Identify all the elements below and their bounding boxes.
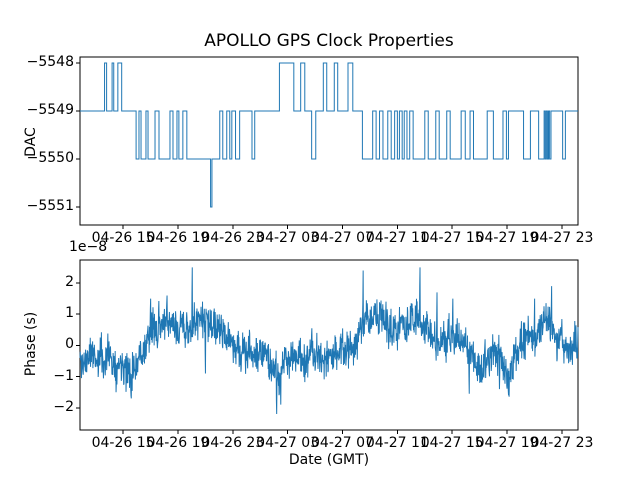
dac-y-tick-label: −5548 — [26, 54, 74, 70]
phase-y-tick-label: 2 — [65, 273, 74, 290]
phase-x-tick-label: 04-27 15 — [420, 435, 484, 451]
dac-x-tick-label: 04-26 23 — [201, 230, 265, 246]
dac-x-tick-label: 04-27 23 — [530, 230, 594, 246]
plot-frame-dac — [79, 56, 579, 226]
dac-x-tick-label: 04-26 19 — [146, 230, 210, 246]
phase-x-tick-label: 04-26 19 — [146, 435, 210, 451]
dac-x-tick-label: 04-27 19 — [475, 230, 539, 246]
dac-y-tick-label: −5550 — [26, 150, 74, 166]
x-axis-label: Date (GMT) — [288, 452, 370, 468]
dac-y-tick-label: −5551 — [26, 198, 74, 214]
chart-title: APOLLO GPS Clock Properties — [204, 31, 454, 51]
phase-line — [79, 267, 579, 415]
phase-x-tick-label: 04-27 07 — [311, 435, 374, 451]
phase-offset-text: 1e−8 — [69, 239, 108, 255]
dac-x-tick-label: 04-27 07 — [311, 230, 374, 246]
phase-x-tick-label: 04-27 19 — [475, 435, 539, 451]
dac-x-tick-label: 04-27 11 — [365, 230, 429, 246]
phase-x-tick-label: 04-26 23 — [201, 435, 265, 451]
dac-y-tick-label: −5549 — [26, 102, 74, 118]
phase-y-tick-label: 0 — [65, 336, 74, 353]
phase-x-tick-label: 04-27 11 — [365, 435, 429, 451]
phase-y-tick-label: −1 — [53, 367, 74, 384]
phase-x-tick-label: 04-27 23 — [530, 435, 594, 451]
phase-y-tick-label: −2 — [53, 398, 74, 415]
dac-x-tick-label: 04-27 15 — [420, 230, 484, 246]
plot-frame-phase — [79, 259, 579, 431]
dac-line — [80, 62, 578, 208]
phase-x-tick-label: 04-26 15 — [91, 435, 155, 451]
phase-x-tick-label: 04-27 03 — [256, 435, 320, 451]
dac-x-tick-label: 04-27 03 — [256, 230, 320, 246]
dac-x-tick-label: 04-26 15 — [91, 230, 155, 246]
phase-y-tick-label: 1 — [65, 305, 74, 322]
